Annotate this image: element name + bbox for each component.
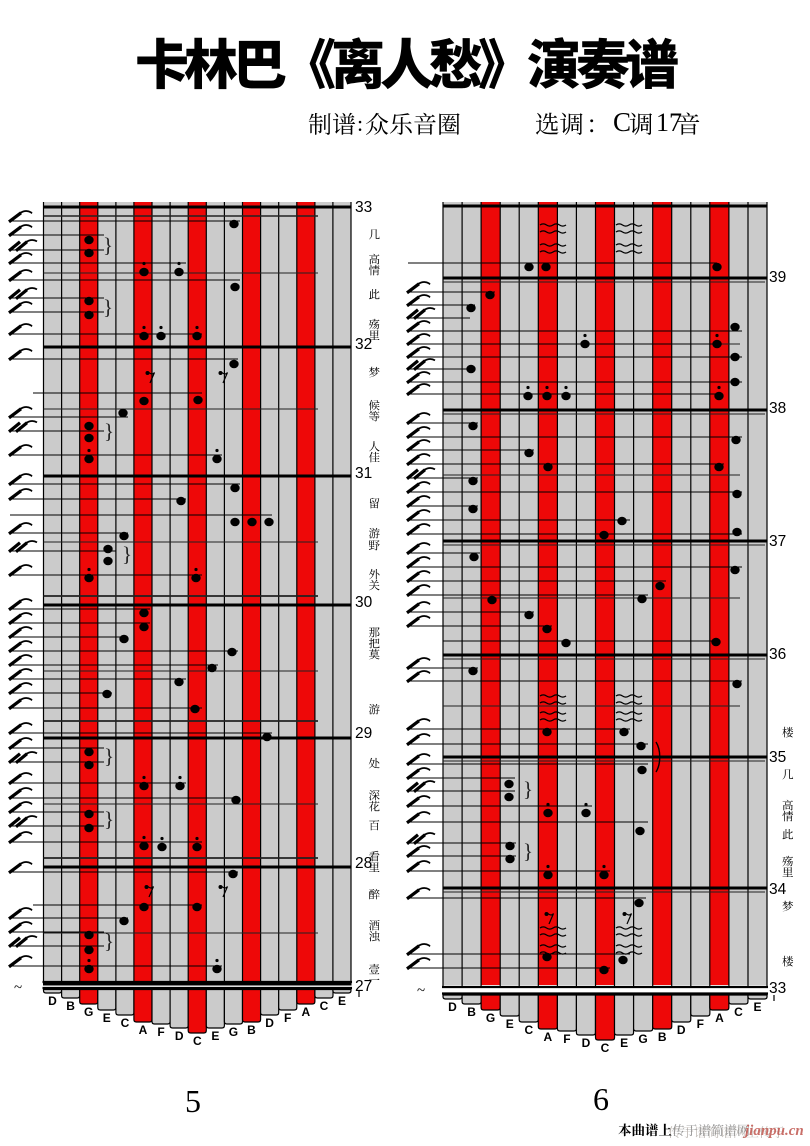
svg-text:G: G [229, 1025, 238, 1039]
svg-text:32: 32 [355, 336, 372, 353]
svg-text:29: 29 [355, 725, 372, 742]
svg-text:G: G [638, 1032, 647, 1046]
svg-text:30: 30 [355, 594, 373, 611]
svg-text:17: 17 [656, 108, 682, 137]
svg-text:}: } [523, 777, 533, 801]
svg-text:27: 27 [355, 978, 372, 995]
svg-text:}: } [104, 807, 114, 831]
svg-text:~: ~ [417, 983, 425, 999]
svg-text:C: C [121, 1016, 130, 1030]
svg-text:C: C [601, 1041, 610, 1055]
svg-text:C: C [193, 1034, 202, 1048]
svg-text:A: A [715, 1011, 724, 1025]
svg-text:}: } [103, 295, 113, 319]
svg-text:G: G [84, 1005, 93, 1019]
svg-text:}: } [104, 744, 114, 768]
svg-text:B: B [658, 1030, 667, 1044]
svg-text:}: } [523, 839, 533, 863]
svg-text:C: C [320, 999, 329, 1013]
svg-text:31: 31 [355, 465, 372, 482]
svg-text:}: } [103, 233, 113, 257]
svg-text:33: 33 [769, 980, 786, 997]
svg-text:E: E [620, 1036, 628, 1050]
svg-text::: : [357, 111, 363, 136]
svg-text:F: F [563, 1032, 570, 1046]
svg-text:D: D [448, 1000, 457, 1014]
svg-text:35: 35 [769, 749, 786, 766]
svg-text:34: 34 [769, 881, 787, 898]
svg-text:E: E [103, 1011, 111, 1025]
svg-text:E: E [753, 1000, 761, 1014]
svg-text:6: 6 [593, 1081, 609, 1117]
svg-text:C: C [524, 1023, 533, 1037]
svg-text:}: } [104, 929, 114, 953]
svg-text:37: 37 [769, 533, 786, 550]
svg-text:F: F [697, 1017, 704, 1031]
svg-text:E: E [211, 1029, 219, 1043]
svg-text:G: G [486, 1011, 495, 1025]
svg-text:D: D [175, 1029, 184, 1043]
svg-text:B: B [467, 1005, 476, 1019]
svg-text:38: 38 [769, 400, 786, 417]
svg-text:jianpu.cn: jianpu.cn [743, 1123, 804, 1139]
svg-text:E: E [338, 994, 346, 1008]
svg-text:~: ~ [14, 980, 22, 996]
svg-text:5: 5 [185, 1083, 201, 1119]
svg-text:}: } [122, 542, 132, 566]
svg-text:E: E [506, 1017, 514, 1031]
svg-text:C: C [734, 1005, 743, 1019]
svg-text:F: F [284, 1011, 291, 1025]
svg-text:B: B [247, 1023, 256, 1037]
svg-text:28: 28 [355, 855, 372, 872]
svg-text:B: B [66, 999, 75, 1013]
svg-text:33: 33 [355, 199, 372, 216]
svg-text:A: A [139, 1023, 148, 1037]
svg-text:39: 39 [769, 269, 786, 286]
svg-text:D: D [677, 1023, 686, 1037]
svg-text:F: F [157, 1025, 164, 1039]
svg-text:D: D [48, 994, 57, 1008]
svg-text:}: } [104, 419, 114, 443]
svg-text:36: 36 [769, 646, 786, 663]
svg-text:D: D [265, 1016, 274, 1030]
svg-text:A: A [543, 1030, 552, 1044]
svg-text:D: D [582, 1036, 591, 1050]
svg-text:A: A [301, 1005, 310, 1019]
svg-text:C: C [613, 107, 631, 137]
